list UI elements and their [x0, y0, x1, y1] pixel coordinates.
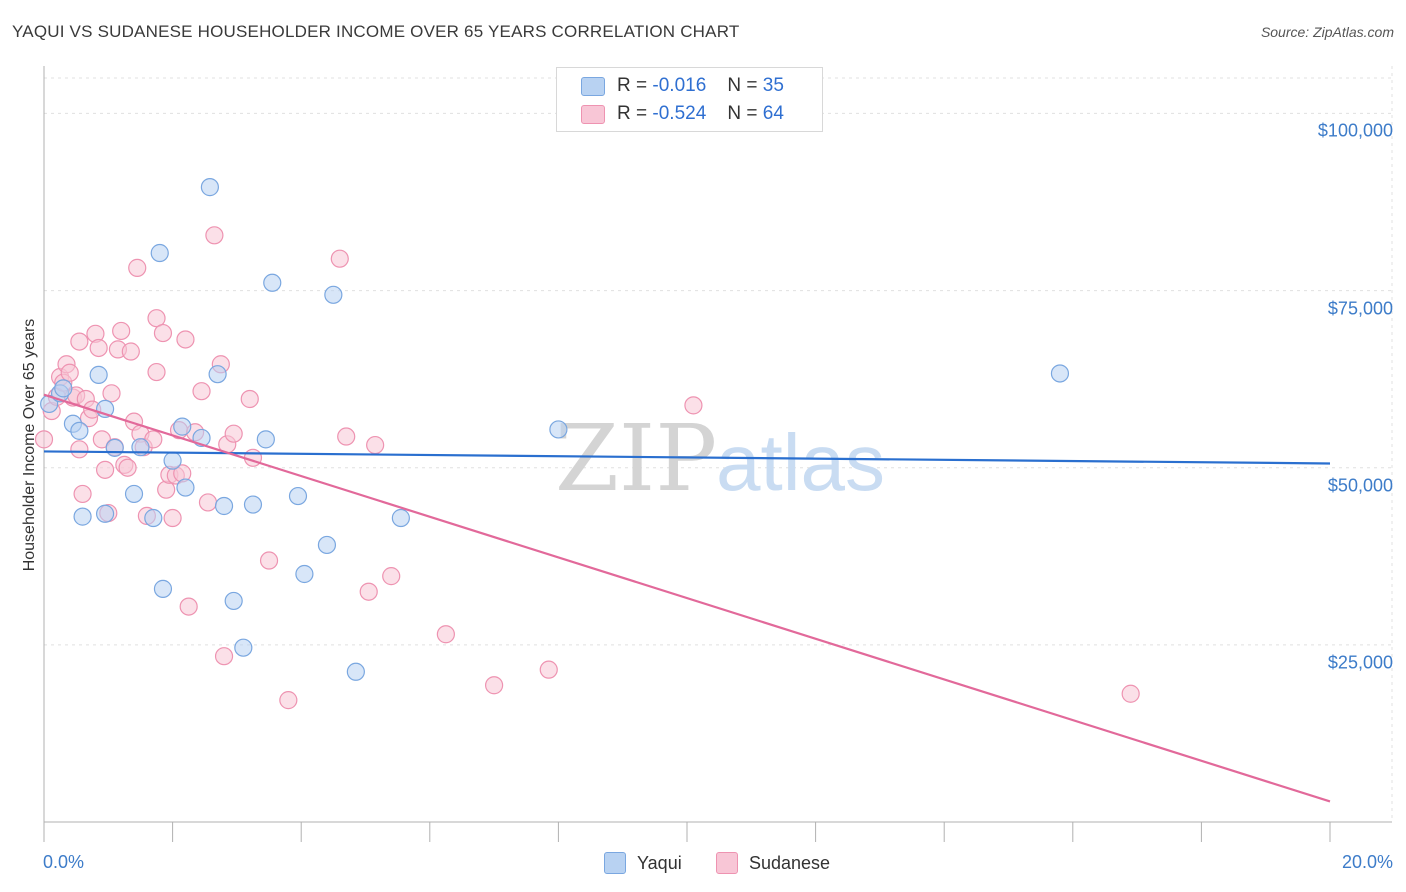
legend-n-label: N = [727, 75, 758, 96]
legend: R = -0.016 N = 35 R = -0.524 N = 64 [556, 67, 823, 132]
bottom-legend-swatch-sudanese [716, 852, 738, 874]
chart-source: Source: ZipAtlas.com [1260, 24, 1394, 40]
yaqui-point [263, 273, 282, 292]
sudanese-point [224, 424, 243, 443]
trend-line-yaqui [43, 450, 1331, 465]
sudanese-point [121, 342, 140, 361]
bottom-legend-yaqui: Yaqui [604, 852, 682, 874]
legend-n-value: 35 [762, 75, 784, 96]
bottom-legend-sudanese: Sudanese [716, 852, 830, 874]
legend-swatch-yaqui [581, 76, 605, 96]
sudanese-point [359, 582, 378, 601]
trend-line-sudanese [43, 393, 1331, 803]
y-tick-label: $75,000 [1327, 298, 1393, 319]
legend-row-yaqui: R = -0.016 N = 35 [581, 73, 784, 99]
yaqui-point [224, 591, 243, 611]
yaqui-point [89, 365, 108, 384]
sudanese-point [214, 647, 234, 666]
sudanese-point [118, 458, 137, 477]
legend-n-value: 64 [762, 103, 784, 124]
sudanese-point [112, 321, 131, 341]
sudanese-point [70, 440, 89, 459]
watermark-atlas: atlas [716, 418, 885, 507]
yaqui-point [549, 420, 568, 439]
legend-r-value: -0.016 [652, 75, 707, 96]
sudanese-point [330, 249, 349, 268]
sudanese-point [95, 460, 115, 479]
yaqui-point [243, 495, 263, 514]
yaqui-point [176, 478, 195, 497]
sudanese-point [179, 597, 198, 616]
yaqui-point [105, 438, 124, 457]
x-tick-max: 20.0% [1341, 852, 1393, 872]
yaqui-point [173, 417, 192, 436]
yaqui-point [73, 507, 92, 526]
yaqui-point [124, 484, 144, 504]
sudanese-point [153, 323, 173, 343]
sudanese-point [205, 226, 224, 245]
sudanese-point [147, 362, 166, 382]
sudanese-point [539, 660, 558, 679]
yaqui-point [256, 430, 275, 449]
yaqui-point [150, 243, 169, 263]
yaqui-point [1050, 364, 1070, 383]
yaqui-point [214, 496, 234, 516]
yaqui-point [200, 178, 219, 197]
yaqui-point [95, 504, 115, 523]
sudanese-point [73, 484, 92, 504]
sudanese-point [279, 691, 298, 710]
sudanese-point [382, 567, 401, 586]
yaqui-point [391, 508, 410, 528]
legend-swatch-sudanese [581, 104, 605, 124]
yaqui-point [317, 535, 337, 555]
sudanese-point [89, 338, 108, 358]
chart-title: YAQUI VS SUDANESE HOUSEHOLDER INCOME OVE… [12, 22, 740, 41]
yaqui-point [324, 285, 343, 304]
yaqui-point [234, 638, 253, 657]
yaqui-point [295, 564, 314, 584]
yaqui-point [208, 365, 227, 384]
sudanese-point [70, 332, 89, 351]
trend-lines [43, 393, 1331, 803]
sudanese-point [102, 384, 121, 403]
sudanese-point [128, 258, 147, 277]
sudanese-point [34, 430, 54, 449]
yaqui-point [288, 486, 308, 506]
sudanese-point [192, 382, 211, 401]
legend-r-value: -0.524 [652, 103, 707, 124]
sudanese-point [485, 676, 504, 695]
bottom-legend-label-yaqui: Yaqui [637, 852, 682, 873]
yaqui-point [144, 508, 163, 528]
legend-n-label: N = [727, 103, 758, 124]
y-tick-label: $50,000 [1327, 475, 1393, 496]
yaqui-point [54, 379, 73, 398]
sudanese-point [684, 396, 703, 415]
sudanese-point [176, 330, 195, 349]
yaqui-point [153, 579, 173, 598]
sudanese-point [259, 551, 279, 570]
bottom-legend-label-sudanese: Sudanese [749, 852, 831, 873]
legend-row-sudanese: R = -0.524 N = 64 [581, 101, 784, 127]
yaqui-point [70, 421, 89, 440]
bottom-legend-swatch-yaqui [604, 852, 626, 874]
y-tick-label: $100,000 [1317, 120, 1393, 141]
sudanese-point [163, 508, 182, 528]
yaqui-point [163, 451, 182, 470]
sudanese-point [240, 389, 259, 409]
sudanese-point [198, 493, 218, 512]
legend-r-label: R = [617, 75, 648, 96]
yaqui-point [346, 662, 365, 681]
legend-r-label: R = [617, 103, 648, 124]
sudanese-point [436, 625, 455, 644]
sudanese-point [60, 363, 79, 382]
sudanese-point [366, 435, 385, 455]
axes [43, 66, 1392, 842]
x-tick-min: 0.0% [43, 852, 85, 872]
sudanese-point [337, 427, 356, 446]
y-tick-label: $25,000 [1327, 652, 1393, 673]
sudanese-point [1121, 684, 1140, 703]
